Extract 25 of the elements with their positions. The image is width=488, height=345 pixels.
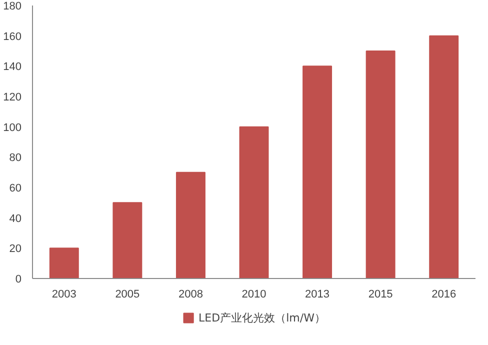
- y-tick-label: 60: [9, 182, 22, 194]
- bar: [112, 202, 142, 278]
- bar: [239, 126, 269, 278]
- bar: [49, 248, 79, 278]
- bar: [366, 50, 396, 278]
- y-tick-label: 40: [9, 212, 22, 225]
- x-tick-label: 2003: [52, 288, 76, 300]
- x-tick-label: 2010: [242, 288, 266, 300]
- y-tick-label: 160: [3, 30, 22, 43]
- x-tick-label: 2008: [178, 288, 203, 300]
- y-tick-label: 0: [15, 274, 22, 286]
- bar: [429, 35, 459, 278]
- y-tick-label: 120: [3, 92, 22, 104]
- x-tick-label: 2013: [305, 288, 330, 300]
- x-tick-label: 2015: [368, 288, 393, 300]
- y-tick-label: 100: [3, 122, 22, 134]
- x-tick-label: 2005: [115, 288, 140, 300]
- y-tick-label: 140: [3, 61, 22, 74]
- y-tick-label: 80: [9, 152, 22, 164]
- y-tick-label: 180: [3, 0, 22, 12]
- legend-label: LED产业化光效（lm/W）: [198, 310, 326, 325]
- x-tick-label: 2016: [432, 288, 456, 300]
- bar: [302, 66, 332, 278]
- bar: [176, 172, 206, 278]
- y-tick-label: 20: [9, 243, 22, 256]
